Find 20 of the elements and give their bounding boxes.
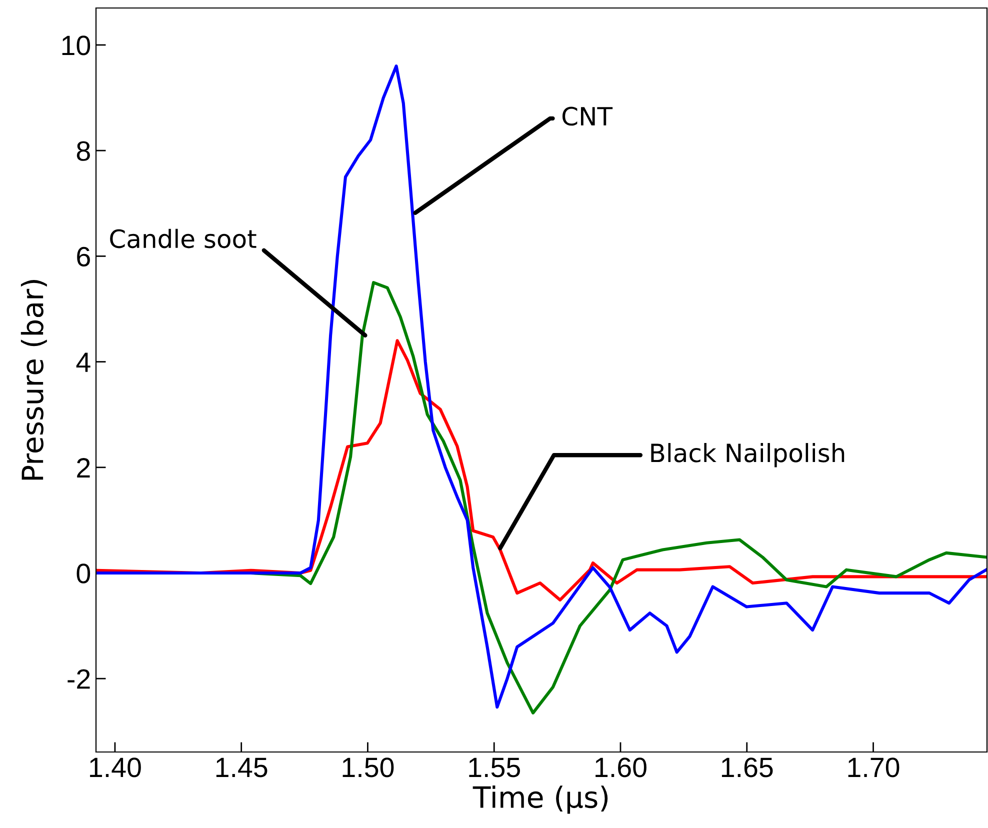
y-tick-label: 6 xyxy=(77,246,90,267)
x-tick-label: 1.60 xyxy=(596,758,646,778)
x-tick-label: 1.40 xyxy=(90,758,141,778)
y-tick-label: 2 xyxy=(77,458,90,478)
y-tick-label: -2 xyxy=(68,669,90,689)
x-tick-label: 1.70 xyxy=(848,758,900,778)
y-tick-label: 0 xyxy=(76,564,90,584)
annotation: CNT xyxy=(562,106,613,126)
y-tick-label: 4 xyxy=(76,352,90,372)
line-series xyxy=(96,64,987,709)
annotation: Candle soot xyxy=(110,228,256,248)
y-axis-title: Pressure (bar) xyxy=(20,280,47,480)
annotation: Black Nailpolish xyxy=(651,443,844,468)
y-tick-label: 10 xyxy=(62,36,90,56)
x-tick-label: 1.55 xyxy=(469,758,520,778)
x-axis-title: Time (μs) xyxy=(472,786,608,814)
x-tick-label: 1.65 xyxy=(722,758,773,778)
x-tick-label: 1.50 xyxy=(342,758,394,778)
x-tick-label: 1.45 xyxy=(216,758,268,778)
y-tick-label: 8 xyxy=(76,141,90,161)
